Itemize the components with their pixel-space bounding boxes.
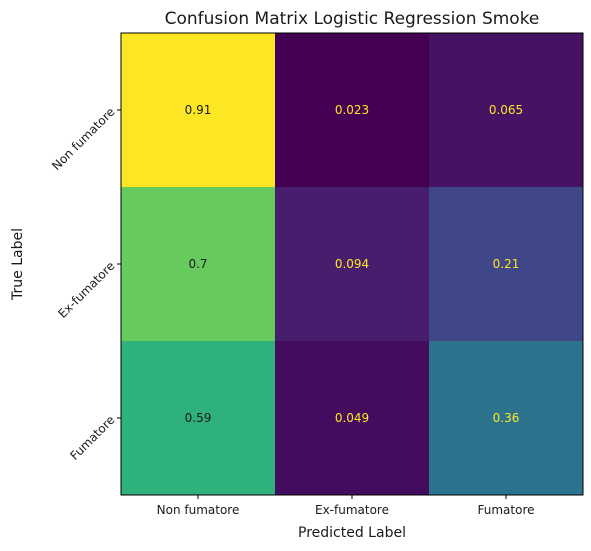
cell-value-label: 0.91: [185, 103, 212, 117]
heatmap-cell-r0-c0: [121, 33, 276, 188]
heatmap-cell-r0-c2: [429, 33, 584, 188]
chart-title: Confusion Matrix Logistic Regression Smo…: [165, 9, 540, 29]
heatmap-cell-r2-c0: [121, 341, 276, 496]
cell-value-label: 0.049: [335, 411, 369, 425]
x-axis-label: Predicted Label: [298, 525, 406, 541]
heatmap-cells: 0.91 0.023 0.065 0.7 0.094 0.21 0.59 0.049 0.36: [121, 33, 584, 496]
y-tick-label: Ex-fumatore: [55, 259, 117, 321]
heatmap-cell-r1-c0: [121, 187, 276, 342]
heatmap-cell-r2-c1: [275, 341, 430, 496]
cell-value-label: 0.59: [185, 411, 212, 425]
cell-value-label: 0.065: [489, 103, 523, 117]
x-tick-label: Ex-fumatore: [315, 503, 389, 517]
heatmap-cell-r0-c1: [275, 33, 430, 188]
heatmap-cell-r1-c1: [275, 187, 430, 342]
y-tick-label: Fumatore: [67, 413, 117, 463]
cell-value-label: 0.7: [188, 257, 207, 271]
cell-value-label: 0.36: [493, 411, 520, 425]
x-tick-label: Fumatore: [478, 503, 535, 517]
x-tick-label: Non fumatore: [157, 503, 240, 517]
cell-value-label: 0.094: [335, 257, 369, 271]
y-tick-label: Non fumatore: [49, 105, 117, 173]
cell-value-label: 0.023: [335, 103, 369, 117]
heatmap-cell-r2-c2: [429, 341, 584, 496]
x-axis: Non fumatore Ex-fumatore Fumatore: [157, 495, 535, 517]
cell-value-label: 0.21: [493, 257, 520, 271]
heatmap-cell-r1-c2: [429, 187, 584, 342]
y-axis-label: True Label: [10, 228, 26, 301]
y-axis: Non fumatore Ex-fumatore Fumatore: [49, 105, 121, 463]
